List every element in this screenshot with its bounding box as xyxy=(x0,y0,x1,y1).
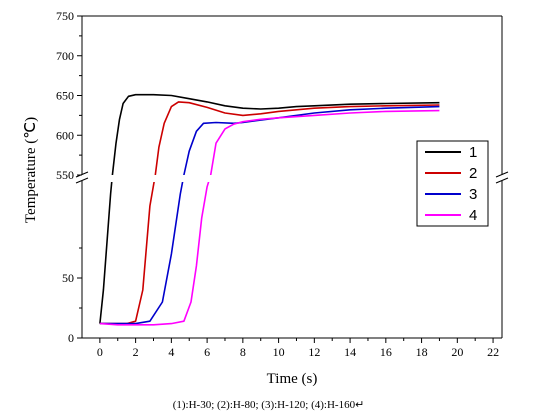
legend-box xyxy=(416,140,489,227)
figure-caption: (1):H-30; (2):H-80; (3):H-120; (4):H-160… xyxy=(172,399,365,411)
y-axis-title: Temperature (℃) xyxy=(23,117,39,223)
y-tick-label: 600 xyxy=(56,128,74,142)
x-tick-label: 6 xyxy=(204,345,210,359)
x-tick-label: 22 xyxy=(487,345,499,359)
x-axis-title: Time (s) xyxy=(267,371,318,387)
x-tick-label: 14 xyxy=(344,345,356,359)
series-line-2 xyxy=(99,101,440,325)
x-tick-label: 12 xyxy=(308,345,320,359)
x-tick-label: 18 xyxy=(416,345,428,359)
axis-break-mark xyxy=(495,171,509,178)
legend-label-2: 2 xyxy=(469,165,477,182)
y-tick-label: 650 xyxy=(56,89,74,103)
series-line-1 xyxy=(99,93,440,324)
x-tick-label: 10 xyxy=(273,345,285,359)
legend: 1 2 3 4 xyxy=(416,140,489,227)
x-tick-label: 20 xyxy=(451,345,463,359)
y-tick-label: 750 xyxy=(56,9,74,23)
x-tick-label: 2 xyxy=(133,345,139,359)
axis-break-mark xyxy=(495,177,509,184)
y-tick-label: 550 xyxy=(56,168,74,182)
series-line-4 xyxy=(99,109,440,326)
x-tick-label: 8 xyxy=(240,345,246,359)
y-tick-label: 700 xyxy=(56,49,74,63)
y-tick-label: 0 xyxy=(68,331,74,345)
axis-break-mark xyxy=(75,177,89,184)
x-tick-label: 0 xyxy=(97,345,103,359)
x-tick-label: 16 xyxy=(380,345,392,359)
legend-label-1: 1 xyxy=(469,144,477,161)
legend-label-4: 4 xyxy=(469,207,477,224)
x-tick-label: 4 xyxy=(168,345,174,359)
y-tick-label: 50 xyxy=(62,271,74,285)
series-line-3 xyxy=(99,105,440,325)
legend-label-3: 3 xyxy=(469,186,477,203)
axis-break-gap xyxy=(83,175,501,182)
